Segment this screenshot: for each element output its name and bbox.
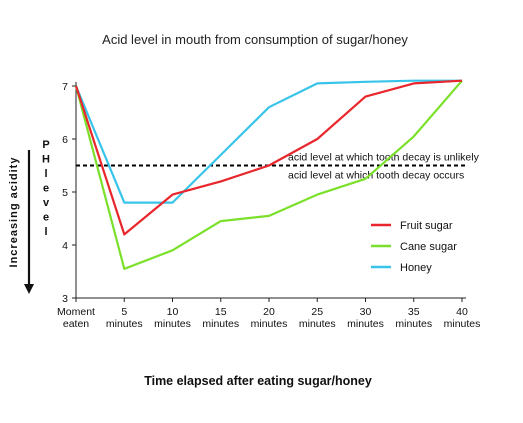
chart-title: Acid level in mouth from consumption of … <box>102 32 408 47</box>
x-tick-label: 30 minutes <box>347 306 384 330</box>
threshold-label-above: acid level at which tooth decay is unlik… <box>288 152 480 164</box>
y-tick-label: 4 <box>62 240 68 252</box>
x-tick-label: 20 minutes <box>251 306 288 330</box>
x-tick-label: 40 minutes <box>444 306 481 330</box>
legend-label-fruit-sugar: Fruit sugar <box>400 220 453 232</box>
threshold-label-below: acid level at which tooth decay occurs <box>288 170 464 182</box>
legend: Fruit sugar Cane sugar Honey <box>371 220 457 274</box>
x-tick-label: 15 minutes <box>202 306 239 330</box>
x-tick-label: 25 minutes <box>299 306 336 330</box>
axes: 3 4 5 6 7 Moment eaten 5 minutes 10 minutes 15 minut… <box>24 81 480 330</box>
series-line-honey <box>74 79 462 204</box>
series-group <box>74 79 463 270</box>
threshold-line: acid level at which tooth decay is unlik… <box>76 152 480 182</box>
series-line-fruit-sugar <box>74 79 463 236</box>
series-line-cane-sugar <box>74 79 463 270</box>
y-tick-label: 5 <box>62 187 68 199</box>
legend-label-cane-sugar: Cane sugar <box>400 241 457 253</box>
legend-label-honey: Honey <box>400 262 432 274</box>
x-axis-label: Time elapsed after eating sugar/honey <box>144 374 372 388</box>
acidity-arrow-head <box>24 284 34 294</box>
y-tick-label: 3 <box>62 293 68 305</box>
y-tick-label: 6 <box>62 134 68 146</box>
x-tick-label: Moment eaten <box>57 306 95 330</box>
x-tick-label: 10 minutes <box>154 306 191 330</box>
x-tick-label: 5 minutes <box>106 306 143 330</box>
x-tick-label: 35 minutes <box>395 306 432 330</box>
y-tick-label: 7 <box>62 81 68 93</box>
y-axis-label: Increasing acidity <box>8 157 20 268</box>
